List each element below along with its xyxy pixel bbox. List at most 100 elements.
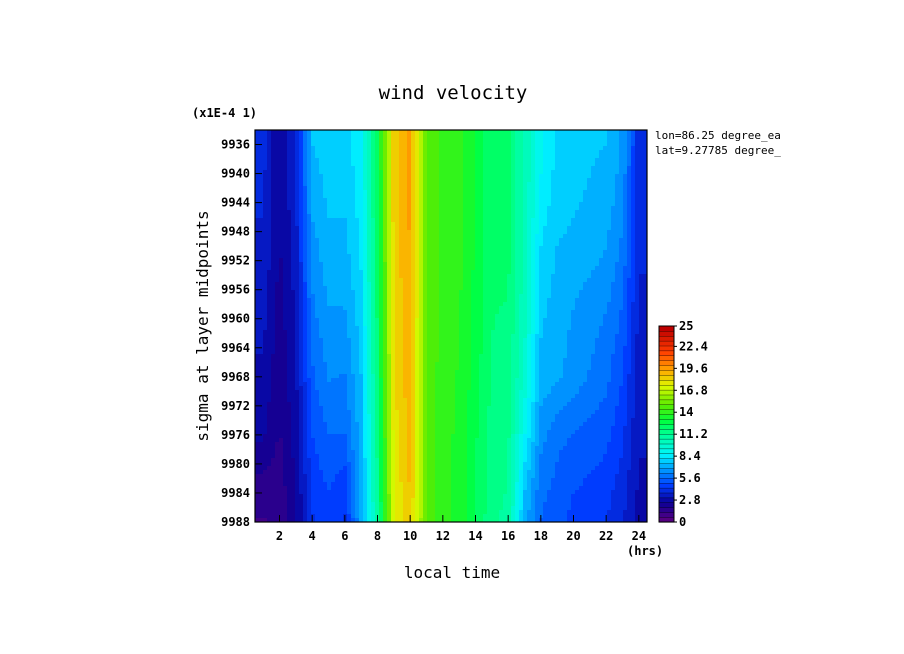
heatmap-cell <box>531 318 536 323</box>
heatmap-cell <box>511 238 516 243</box>
heatmap-cell <box>263 274 268 279</box>
heatmap-cell <box>295 306 300 311</box>
heatmap-cell <box>299 294 304 299</box>
heatmap-cell <box>415 310 420 315</box>
heatmap-cell <box>375 218 380 223</box>
heatmap-cell <box>315 138 320 143</box>
heatmap-cell <box>475 194 480 199</box>
heatmap-cell <box>447 246 452 251</box>
heatmap-cell <box>283 150 288 155</box>
heatmap-cell <box>643 238 647 243</box>
heatmap-cell <box>319 254 324 259</box>
heatmap-cell <box>535 326 540 331</box>
heatmap-cell <box>635 214 640 219</box>
heatmap-cell <box>283 278 288 283</box>
heatmap-cell <box>511 134 516 139</box>
heatmap-cell <box>531 166 536 171</box>
heatmap-cell <box>639 150 644 155</box>
heatmap-cell <box>263 170 268 175</box>
heatmap-cell <box>439 306 444 311</box>
heatmap-cell <box>279 154 284 159</box>
heatmap-cell <box>259 234 264 239</box>
heatmap-cell <box>627 310 632 315</box>
heatmap-cell <box>623 194 628 199</box>
heatmap-cell <box>275 218 280 223</box>
heatmap-cell <box>267 270 272 275</box>
heatmap-cell <box>619 270 624 275</box>
heatmap-cell <box>483 190 488 195</box>
heatmap-cell <box>339 250 344 255</box>
heatmap-cell <box>587 298 592 303</box>
heatmap-cell <box>607 190 612 195</box>
heatmap-cell <box>399 142 404 147</box>
heatmap-cell <box>579 150 584 155</box>
heatmap-cell <box>347 218 352 223</box>
heatmap-cell <box>463 158 468 163</box>
heatmap-cell <box>303 194 308 199</box>
heatmap-cell <box>403 254 408 259</box>
heatmap-cell <box>615 326 620 331</box>
heatmap-cell <box>551 298 556 303</box>
heatmap-cell <box>375 162 380 167</box>
heatmap-cell <box>535 210 540 215</box>
heatmap-cell <box>511 282 516 287</box>
heatmap-cell <box>471 186 476 191</box>
heatmap-cell <box>383 154 388 159</box>
heatmap-cell <box>567 174 572 179</box>
heatmap-cell <box>387 154 392 159</box>
heatmap-cell <box>339 270 344 275</box>
heatmap-cell <box>343 302 348 307</box>
heatmap-cell <box>591 214 596 219</box>
heatmap-cell <box>643 294 647 299</box>
heatmap-cell <box>591 222 596 227</box>
heatmap-cell <box>527 190 532 195</box>
heatmap-cell <box>335 146 340 151</box>
heatmap-cell <box>515 278 520 283</box>
heatmap-cell <box>427 294 432 299</box>
heatmap-cell <box>627 154 632 159</box>
heatmap-cell <box>347 154 352 159</box>
heatmap-cell <box>575 230 580 235</box>
heatmap-cell <box>395 158 400 163</box>
heatmap-cell <box>615 222 620 227</box>
heatmap-cell <box>579 202 584 207</box>
heatmap-cell <box>527 182 532 187</box>
heatmap-cell <box>363 146 368 151</box>
heatmap-cell <box>475 146 480 151</box>
heatmap-cell <box>631 154 636 159</box>
heatmap-cell <box>495 330 500 335</box>
heatmap-cell <box>275 306 280 311</box>
heatmap-cell <box>407 278 412 283</box>
heatmap-cell <box>507 182 512 187</box>
heatmap-cell <box>635 182 640 187</box>
heatmap-cell <box>275 234 280 239</box>
heatmap-cell <box>623 286 628 291</box>
heatmap-cell <box>255 298 260 303</box>
heatmap-cell <box>447 238 452 243</box>
heatmap-cell <box>331 298 336 303</box>
heatmap-cell <box>367 178 372 183</box>
heatmap-cell <box>327 194 332 199</box>
heatmap-cell <box>283 226 288 231</box>
heatmap-cell <box>523 226 528 231</box>
heatmap-cell <box>379 314 384 319</box>
heatmap-cell <box>295 186 300 191</box>
heatmap-cell <box>471 230 476 235</box>
heatmap-cell <box>259 194 264 199</box>
heatmap-cell <box>503 294 508 299</box>
heatmap-cell <box>539 218 544 223</box>
heatmap-cell <box>315 202 320 207</box>
heatmap-cell <box>615 254 620 259</box>
heatmap-cell <box>567 134 572 139</box>
heatmap-cell <box>599 330 604 335</box>
heatmap-cell <box>351 306 356 311</box>
heatmap-cell <box>363 278 368 283</box>
heatmap-cell <box>363 290 368 295</box>
heatmap-cell <box>579 274 584 279</box>
heatmap-cell <box>623 326 628 331</box>
heatmap-cell <box>475 278 480 283</box>
heatmap-cell <box>443 214 448 219</box>
heatmap-cell <box>371 182 376 187</box>
heatmap-cell <box>639 282 644 287</box>
heatmap-cell <box>387 170 392 175</box>
